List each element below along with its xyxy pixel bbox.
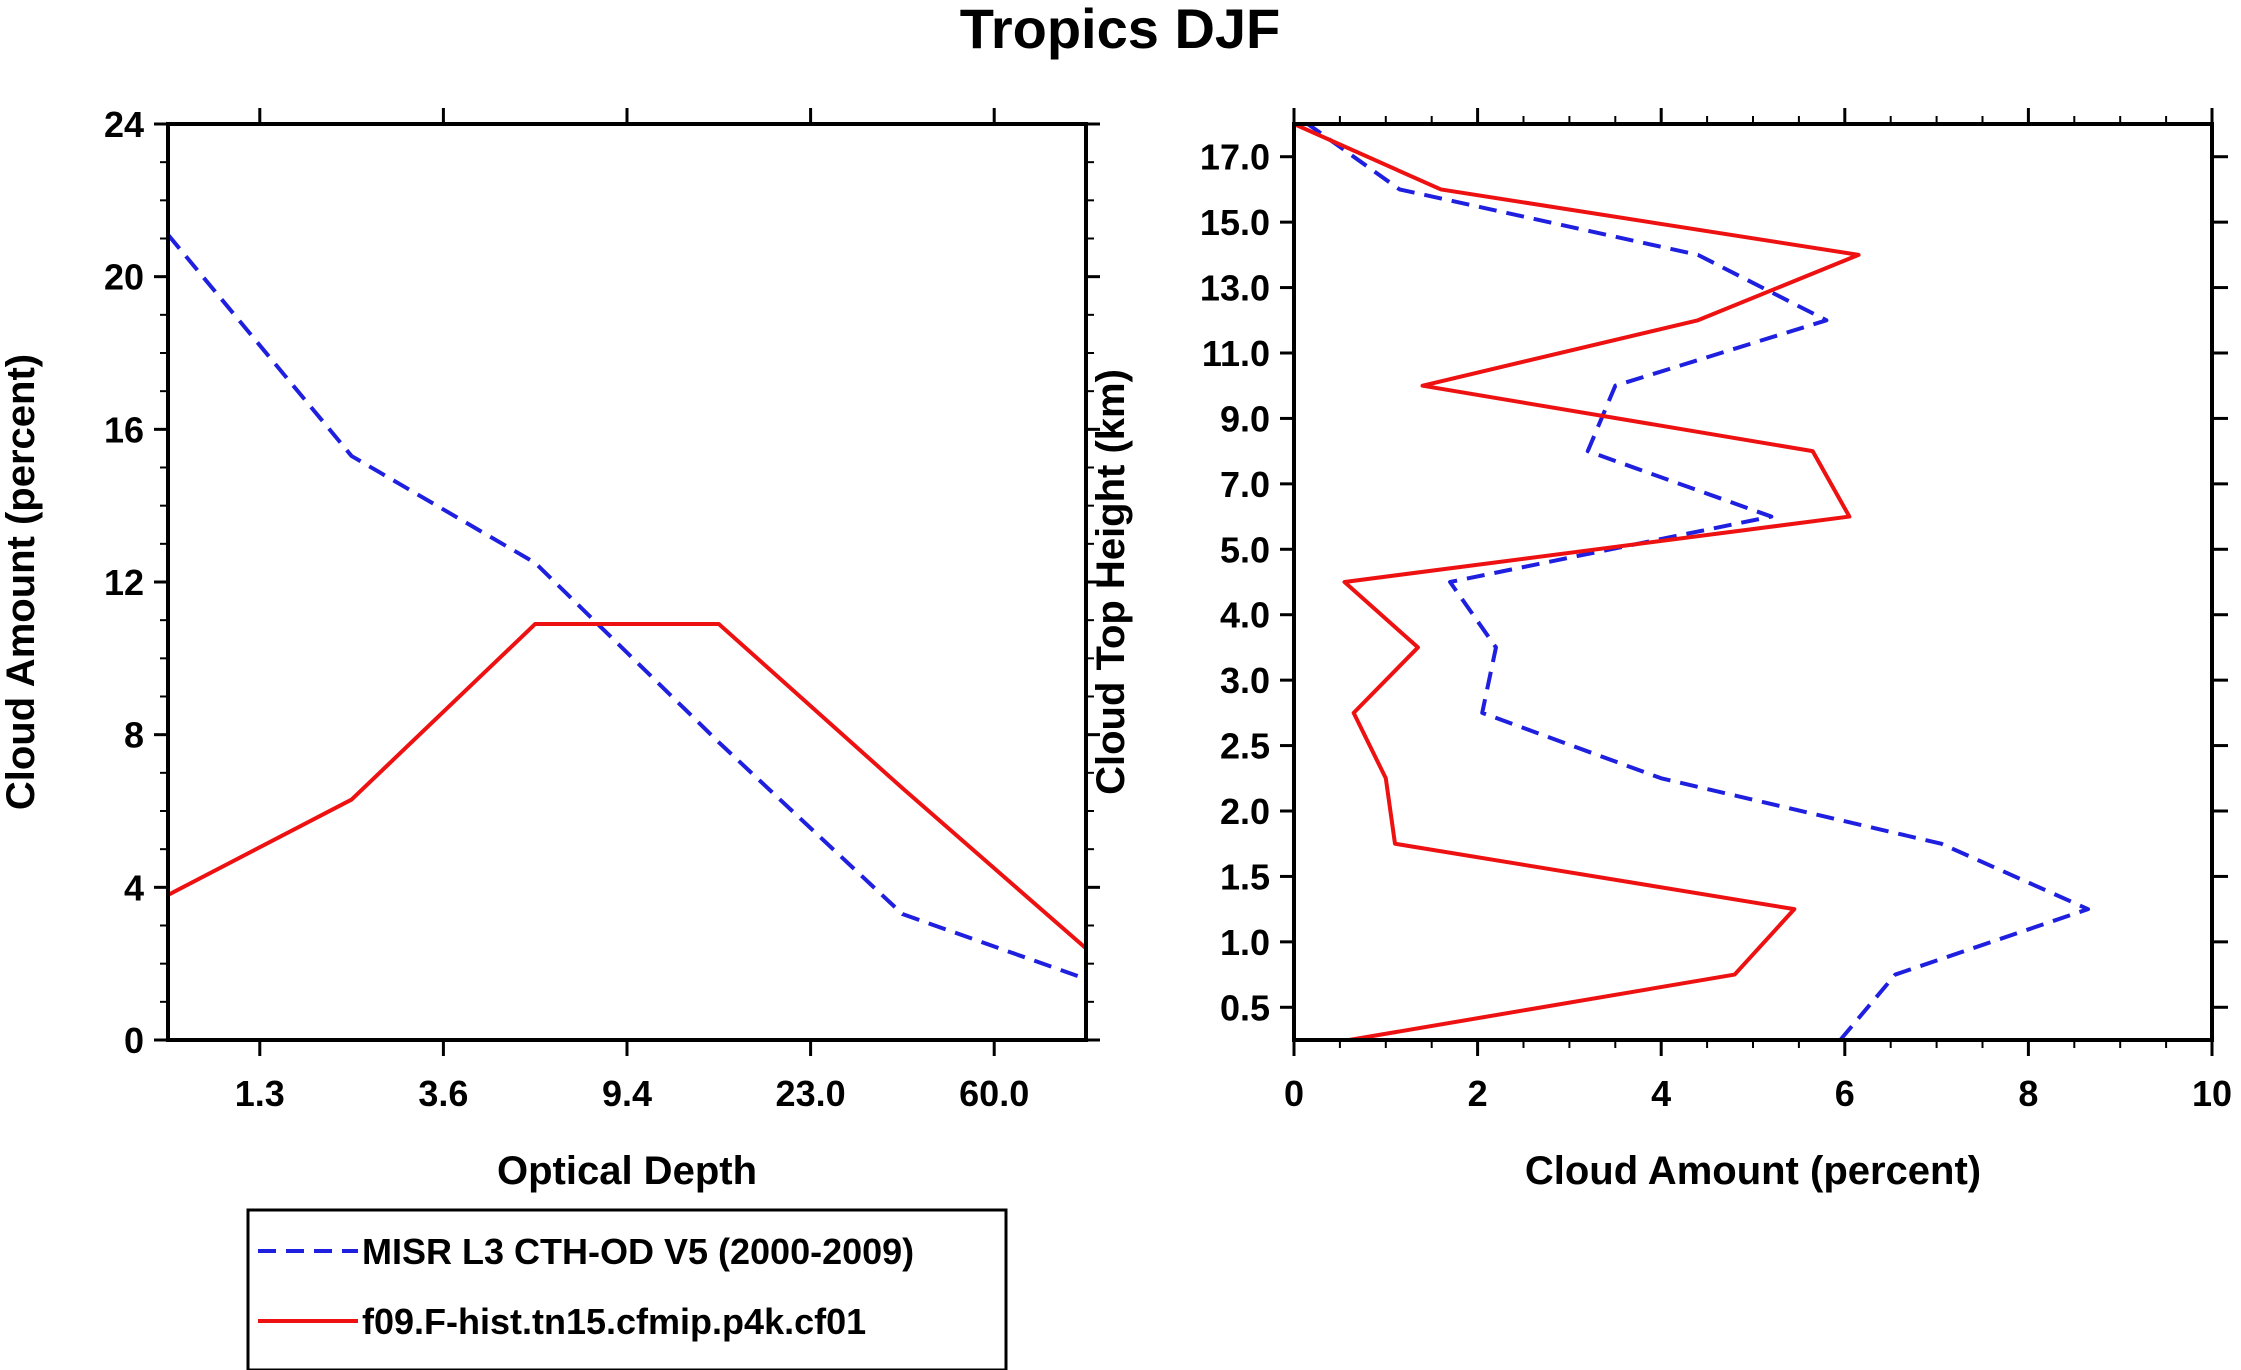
legend-box [246, 1208, 1008, 1370]
right-x-tick-label: 10 [2192, 1073, 2232, 1114]
right-x-tick-label: 4 [1651, 1073, 1671, 1114]
right-series-line-0 [1306, 122, 2091, 1042]
right-y-tick-label: 17.0 [1200, 137, 1270, 178]
left-panel: 0 4 8 12 16 20 24 1.3 3.6 9.4 23.0 60.0 Optical Dep… [0, 104, 1100, 1193]
right-plot-frame [1292, 122, 2214, 1042]
right-y-tick-label: 15.0 [1200, 202, 1270, 243]
chart-title: Tropics DJF [960, 0, 1281, 60]
right-x-tick-label: 2 [1468, 1073, 1488, 1114]
left-x-tick-label: 23.0 [776, 1073, 846, 1114]
left-y-tick-label: 12 [104, 562, 144, 603]
right-y-axis-title: Cloud Top Height (km) [1089, 369, 1133, 795]
right-y-tick-label: 13.0 [1200, 268, 1270, 309]
left-plot-frame [166, 122, 1088, 1042]
left-y-tick-label: 20 [104, 257, 144, 298]
right-x-tick-label: 0 [1284, 1073, 1304, 1114]
left-y-tick-label: 16 [104, 409, 144, 450]
right-y-tick-label: 7.0 [1220, 464, 1270, 505]
left-x-tick-label: 9.4 [602, 1073, 652, 1114]
legend-label-misr: MISR L3 CTH-OD V5 (2000-2009) [362, 1231, 914, 1272]
right-y-tick-label: 3.0 [1220, 660, 1270, 701]
left-x-tick-label: 60.0 [959, 1073, 1029, 1114]
left-y-tick-label: 24 [104, 104, 144, 145]
right-y-tick-label: 0.5 [1220, 987, 1270, 1028]
left-y-tick-label: 0 [124, 1020, 144, 1061]
right-y-tick-label: 9.0 [1220, 398, 1270, 439]
right-y-tick-label: 11.0 [1202, 333, 1270, 374]
left-y-tick-label: 4 [124, 867, 144, 908]
left-x-tick-label: 3.6 [418, 1073, 468, 1114]
left-y-axis-title: Cloud Amount (percent) [0, 354, 43, 810]
right-y-tick-label: 1.5 [1220, 856, 1270, 897]
left-series-line-0 [166, 233, 1087, 981]
right-y-tick-label: 2.0 [1220, 791, 1270, 832]
right-x-tick-label: 8 [2018, 1073, 2038, 1114]
right-panel: 0 2 4 6 8 10 0.5 1.0 1.5 2.0 2.5 3.0 4.0 5.0 7.0 9.0 11.… [1089, 108, 2232, 1193]
left-x-tick-label: 1.3 [235, 1073, 285, 1114]
right-x-axis-title: Cloud Amount (percent) [1525, 1149, 1981, 1193]
left-y-tick-label: 8 [124, 715, 144, 756]
legend: MISR L3 CTH-OD V5 (2000-2009) f09.F-hist… [246, 1208, 1008, 1370]
right-y-tick-label: 1.0 [1220, 922, 1270, 963]
left-series-line-1 [167, 621, 1088, 950]
legend-label-model: f09.F-hist.tn15.cfmip.p4k.cf01 [362, 1301, 866, 1342]
right-y-tick-label: 4.0 [1220, 595, 1270, 636]
right-series-line-1 [1293, 122, 1861, 1042]
right-y-tick-label: 2.5 [1220, 726, 1270, 767]
right-x-tick-label: 6 [1835, 1073, 1855, 1114]
left-x-axis-title: Optical Depth [497, 1149, 757, 1193]
right-y-tick-label: 5.0 [1220, 529, 1270, 570]
